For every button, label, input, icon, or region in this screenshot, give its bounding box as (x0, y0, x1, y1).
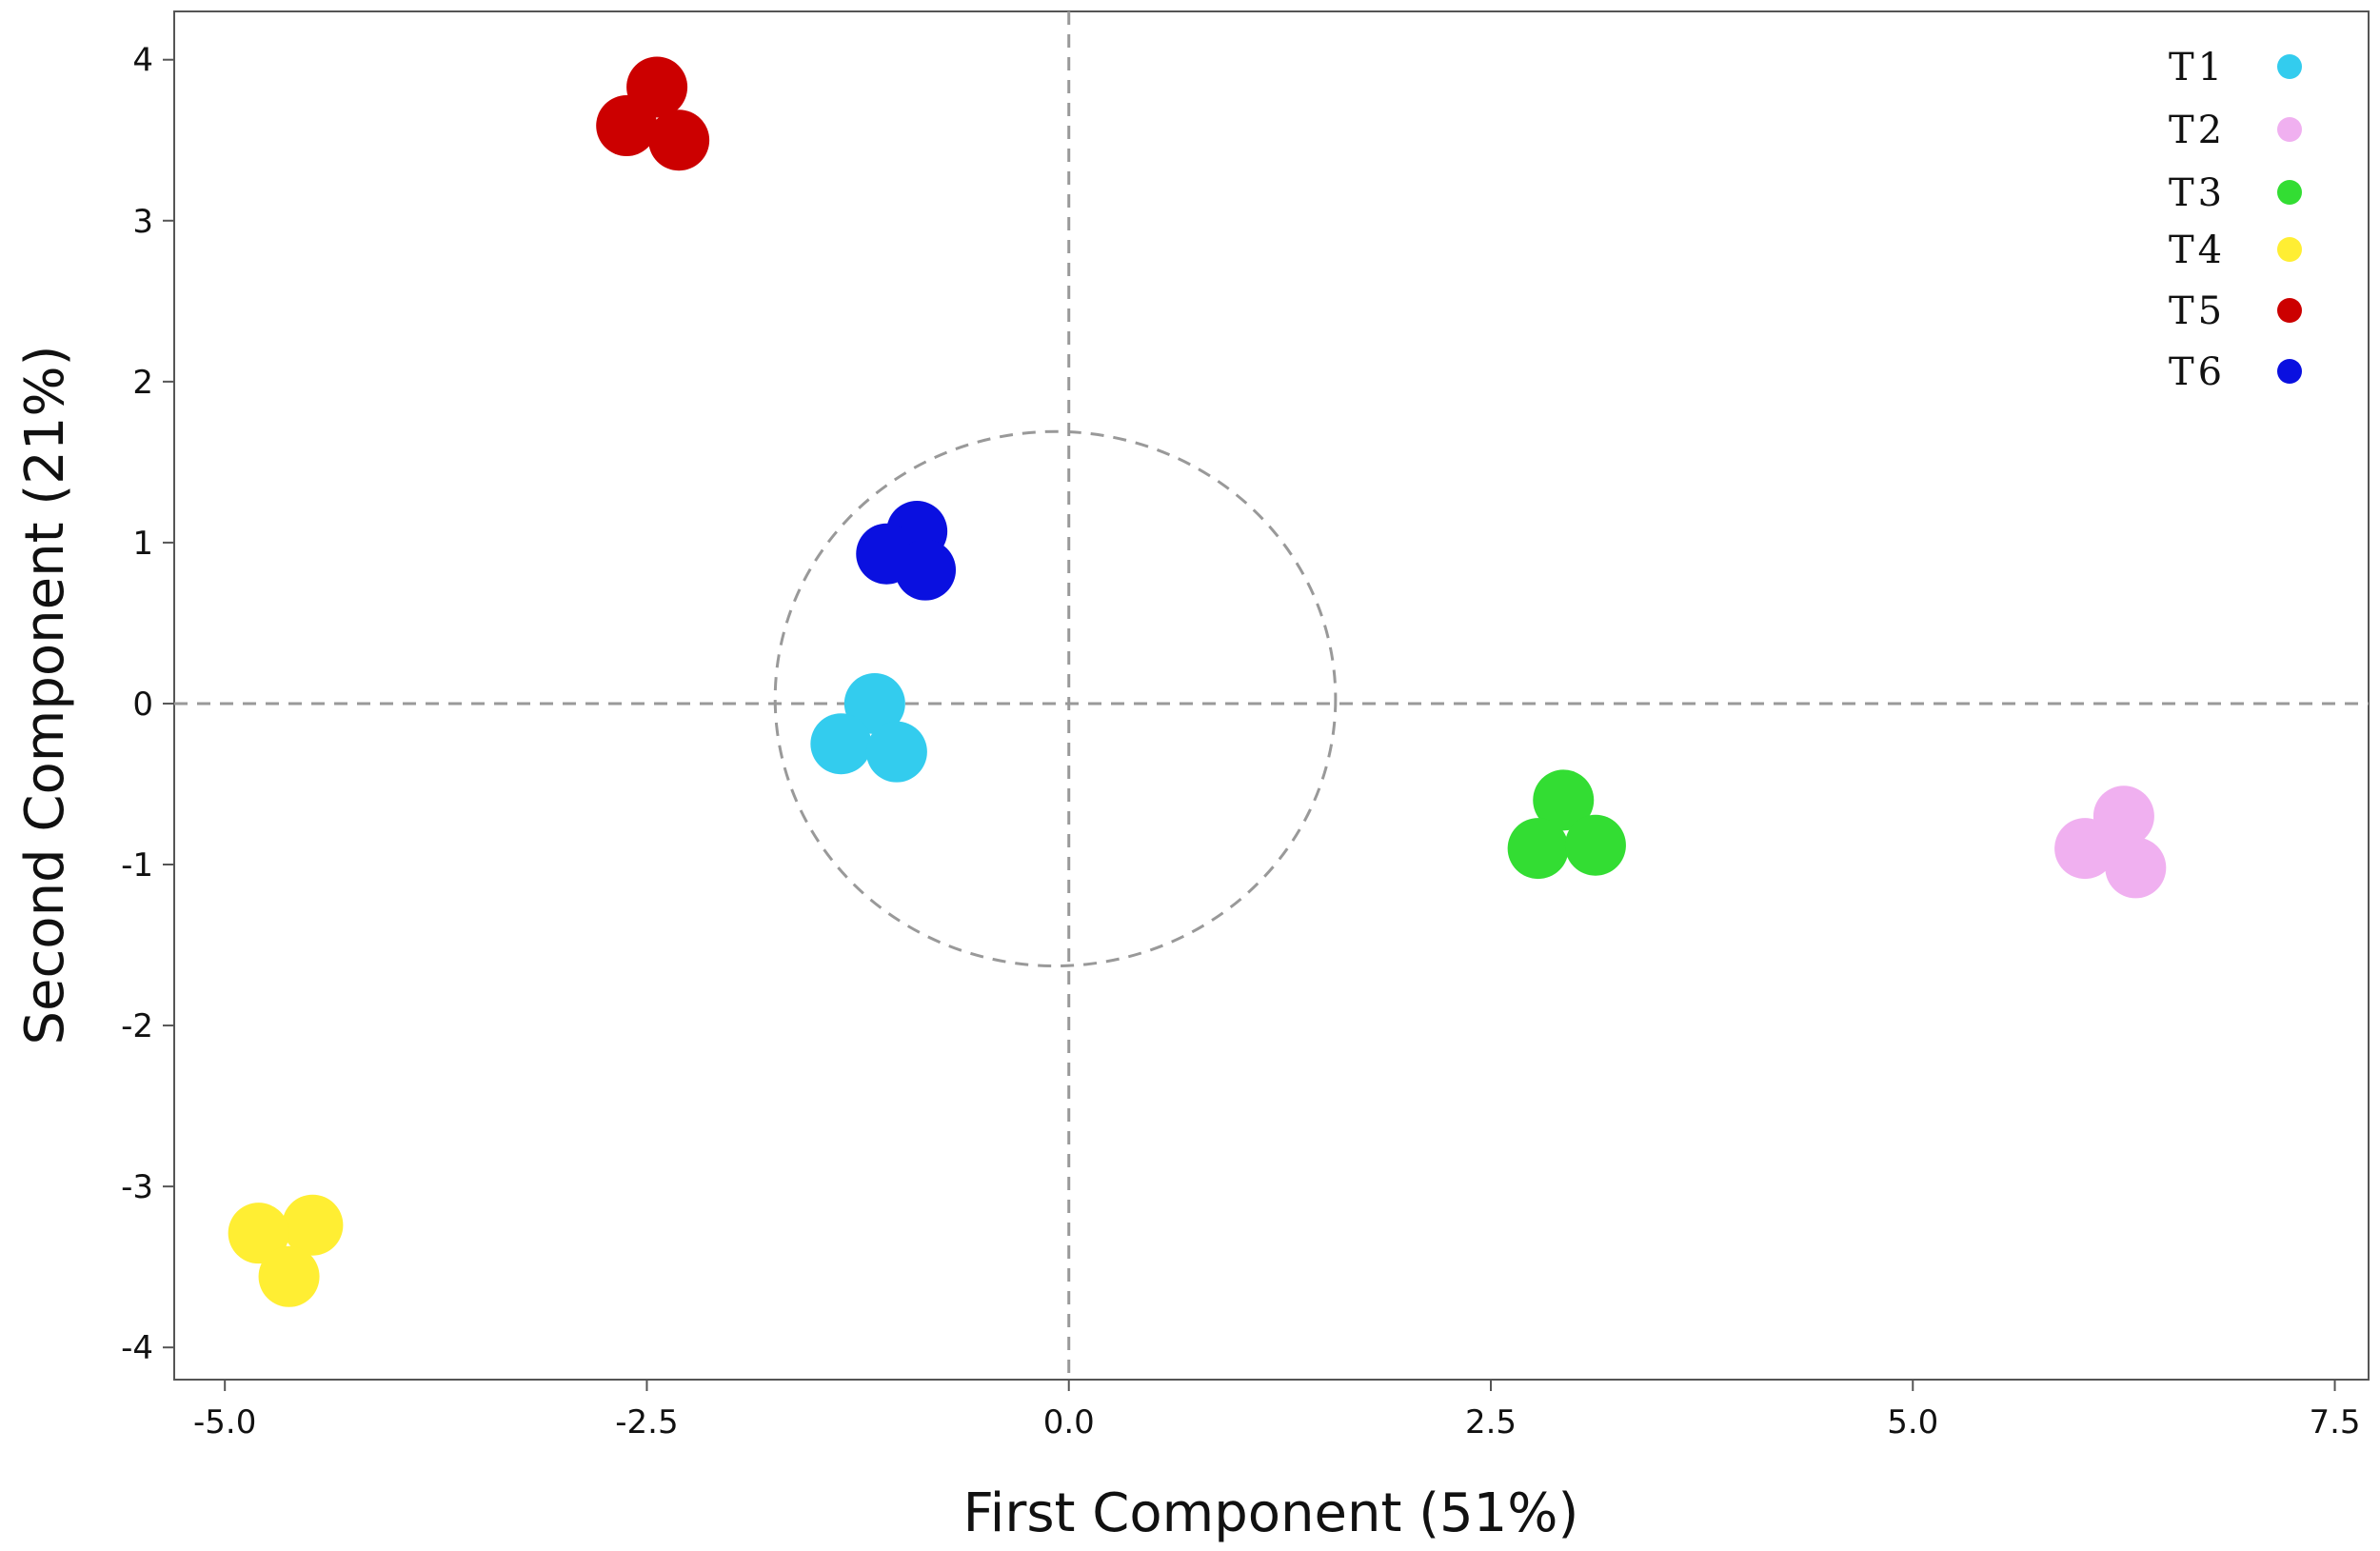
legend-marker-t4 (2277, 237, 2302, 262)
y-tick-label: -4 (121, 1329, 153, 1367)
x-tick-label: 0.0 (1043, 1403, 1095, 1442)
data-point-t4-3 (258, 1245, 320, 1307)
plot-frame (173, 10, 2370, 1381)
data-point-t6-3 (895, 539, 957, 601)
x-tick-label: 2.5 (1465, 1403, 1517, 1442)
x-tick-label: -2.5 (615, 1403, 678, 1442)
data-point-t1-2 (810, 713, 872, 775)
y-tick-label: -3 (121, 1168, 153, 1206)
legend-label-t3: T3 (2169, 171, 2226, 215)
data-point-t1-1 (843, 672, 905, 734)
data-point-t4-2 (228, 1203, 289, 1264)
legend-label-t2: T2 (2169, 109, 2226, 152)
x-tick-label: 5.0 (1887, 1403, 1938, 1442)
data-point-t5-2 (596, 95, 658, 157)
x-tick-label: -5.0 (193, 1403, 256, 1442)
data-point-t2-2 (2054, 818, 2116, 880)
legend-marker-t5 (2277, 298, 2302, 323)
data-point-t3-1 (1533, 769, 1595, 831)
x-tick-label: 7.5 (2309, 1403, 2360, 1442)
y-tick-label: 3 (132, 203, 153, 241)
legend: T1 T2 T3 T4 T5 T6 (2169, 46, 2302, 394)
data-points (228, 56, 2167, 1307)
legend-marker-t2 (2277, 117, 2302, 142)
x-axis-title: First Component (51%) (963, 1482, 1579, 1544)
y-tick-label: -2 (121, 1007, 153, 1045)
legend-marker-t3 (2277, 180, 2302, 205)
data-point-t1-3 (865, 721, 927, 783)
legend-marker-t6 (2277, 359, 2302, 384)
data-point-t3-3 (1564, 814, 1626, 876)
y-axis-title: Second Component (21%) (14, 346, 76, 1045)
data-point-t4-1 (282, 1194, 344, 1256)
x-axis: -5.0 -2.5 0.0 2.5 5.0 7.5 (193, 1380, 2361, 1442)
data-point-t3-2 (1507, 818, 1569, 880)
y-tick-label: 4 (132, 42, 153, 80)
legend-label-t1: T1 (2169, 46, 2226, 89)
legend-label-t5: T5 (2169, 289, 2226, 333)
y-tick-label: 0 (132, 686, 153, 724)
legend-label-t4: T4 (2169, 229, 2226, 272)
data-point-t2-3 (2105, 837, 2167, 899)
y-axis: 4 3 2 1 0 -1 -2 -3 -4 (121, 42, 174, 1367)
reference-circle (773, 429, 1338, 968)
y-tick-label: -1 (121, 846, 153, 885)
y-tick-label: 1 (132, 525, 153, 563)
legend-label-t6: T6 (2169, 350, 2226, 394)
data-point-t5-3 (648, 109, 710, 171)
y-tick-label: 2 (132, 364, 153, 402)
reference-lines (174, 11, 2369, 1380)
legend-marker-t1 (2277, 54, 2302, 79)
